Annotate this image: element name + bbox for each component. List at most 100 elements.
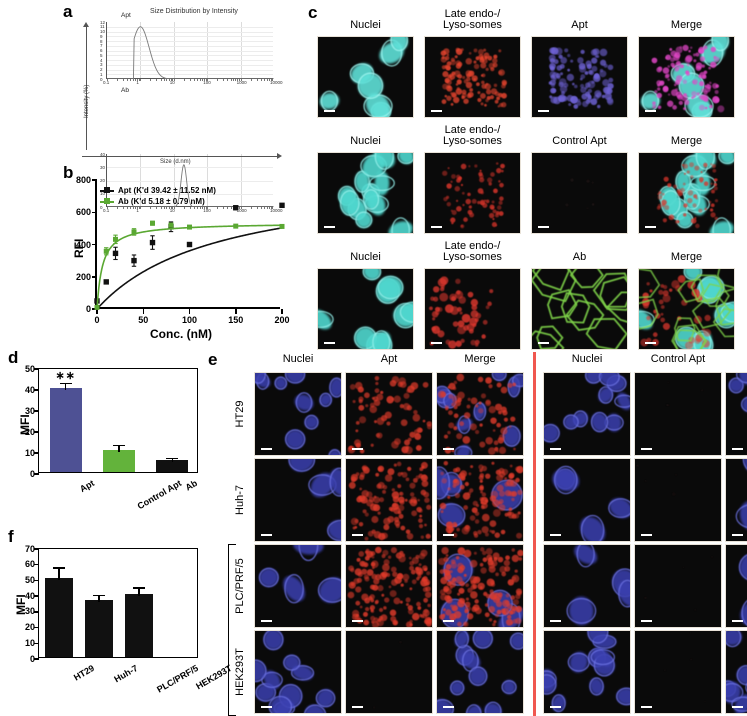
panel-e-image-g2-r1-c2	[634, 372, 722, 456]
panel-c-header-r2-c2: Late endo-/Lyso-somes	[424, 125, 521, 147]
panel-e-image-g1-r3-c2	[345, 544, 433, 628]
panel-e-header-g2-c2: Control Apt	[634, 354, 722, 365]
dls-minor-tick	[267, 79, 268, 81]
scale-bar	[538, 110, 549, 112]
bar-huh-7	[85, 600, 113, 657]
scale-bar	[550, 620, 561, 622]
errorbar-1	[118, 445, 120, 451]
panel-d-plot-ytick-label: 50	[11, 364, 35, 374]
dls-minor-tick	[272, 79, 273, 81]
scale-bar	[352, 706, 363, 708]
micrograph-content	[639, 269, 735, 350]
micrograph-content	[635, 631, 722, 714]
panel-c-image-r2-c4	[638, 152, 735, 234]
panel-c-header-r3-c2: Late endo-/Lyso-somes	[424, 241, 521, 263]
panel-e-cell-line-bracket	[228, 544, 236, 716]
errorcap-1	[93, 595, 105, 597]
micrograph-content	[437, 631, 524, 714]
dls-minor-tick	[130, 79, 131, 81]
scale-bar	[443, 448, 454, 450]
micrograph-content	[318, 37, 414, 118]
panel-e-image-g1-r1-c3	[436, 372, 524, 456]
micrograph-content	[532, 37, 628, 118]
legend-label-ab: Ab (K'd 5.18 ± 0.79 nM)	[118, 197, 205, 206]
panel-c-image-r2-c1	[317, 152, 414, 234]
dls-curve	[107, 22, 274, 79]
panel-c-image-r3-c3	[531, 268, 628, 350]
panel-c-image-r1-c1	[317, 36, 414, 118]
scale-bar	[641, 706, 652, 708]
panel-e-image-g1-r3-c3	[436, 544, 524, 628]
panel-c-header-r1-c3: Apt	[531, 20, 628, 31]
panel-f-plot-xcat-2: PLC/PRF/5	[155, 663, 200, 695]
panel-a-title: Size Distribution by Intensity	[150, 8, 238, 15]
dls-minor-tick	[127, 79, 128, 81]
panel-e-header-g1-c3: Merge	[436, 354, 524, 365]
micrograph-content	[726, 631, 747, 714]
panel-a-size-arrow	[277, 153, 282, 159]
panel-e-image-g1-r1-c1	[254, 372, 342, 456]
dls-minor-tick	[235, 79, 236, 81]
dls-minor-tick	[135, 79, 136, 81]
panel-c-image-r3-c2	[424, 268, 521, 350]
dls-minor-tick	[184, 79, 185, 81]
micrograph-content	[255, 373, 342, 456]
micrograph-content	[544, 631, 631, 714]
panel-b-xtick-label: 0	[85, 315, 109, 325]
panel-d-plot-ytick-label: 40	[11, 385, 35, 395]
dls-minor-tick	[169, 79, 170, 81]
panel-a-letter: a	[63, 2, 72, 22]
panel-c-header-r3-c1: Nuclei	[317, 252, 414, 263]
panel-f-plot-xcat-0: HT29	[72, 663, 96, 683]
panel-c-image-r2-c2	[424, 152, 521, 234]
micrograph-content	[437, 373, 524, 456]
panel-e-image-g2-r3-c3	[725, 544, 747, 628]
micrograph-content	[425, 269, 521, 350]
panel-d-plot-ytick-label: 0	[11, 469, 35, 479]
scale-bar	[550, 448, 561, 450]
panel-e-image-g1-r1-c2	[345, 372, 433, 456]
panel-c-image-r1-c3	[531, 36, 628, 118]
panel-c-image-r3-c4	[638, 268, 735, 350]
panel-e-image-g1-r3-c1	[254, 544, 342, 628]
panel-d-plot-xcat-0: Apt	[78, 478, 96, 494]
micrograph-content	[635, 459, 722, 542]
micrograph-content	[532, 269, 628, 350]
dls-minor-tick	[117, 79, 118, 81]
panel-f-plot-ytick-label: 70	[11, 544, 35, 554]
panel-e-image-g1-r4-c3	[436, 630, 524, 714]
panel-e-header-g1-c2: Apt	[345, 354, 433, 365]
micrograph-content	[437, 545, 524, 628]
scale-bar	[443, 706, 454, 708]
errorcap-2	[166, 458, 178, 460]
dls-minor-tick	[164, 79, 165, 81]
scale-bar	[550, 534, 561, 536]
dls-minor-tick	[156, 79, 157, 81]
panel-e-divider	[533, 352, 536, 716]
panel-e-image-g2-r2-c2	[634, 458, 722, 542]
panel-e-image-g2-r2-c1	[543, 458, 631, 542]
panel-e-image-g2-r4-c2	[634, 630, 722, 714]
errorbar-0	[58, 568, 60, 580]
legend-marker-ab-icon	[100, 201, 114, 203]
panel-c-header-r1-c1: Nuclei	[317, 20, 414, 31]
panel-f-plot-xcat-1: Huh-7	[112, 663, 139, 684]
panel-e-image-g1-r4-c1	[254, 630, 342, 714]
panel-e-header-g1-c1: Nuclei	[254, 354, 342, 365]
scale-bar	[352, 534, 363, 536]
panel-f-plot-ytick-label: 0	[11, 654, 35, 664]
dls-minor-tick	[223, 79, 224, 81]
dls-minor-tick	[174, 79, 175, 81]
panel-c-header-r1-c2: Late endo-/Lyso-somes	[424, 9, 521, 31]
micrograph-content	[425, 37, 521, 118]
dls-minor-tick	[166, 79, 167, 81]
scale-bar	[641, 448, 652, 450]
dls-minor-tick	[150, 79, 151, 81]
scale-bar	[352, 620, 363, 622]
scale-bar	[641, 620, 652, 622]
panel-b-xlabel: Conc. (nM)	[150, 327, 212, 341]
panel-c-header-r2-c1: Nuclei	[317, 136, 414, 147]
scale-bar	[732, 534, 743, 536]
